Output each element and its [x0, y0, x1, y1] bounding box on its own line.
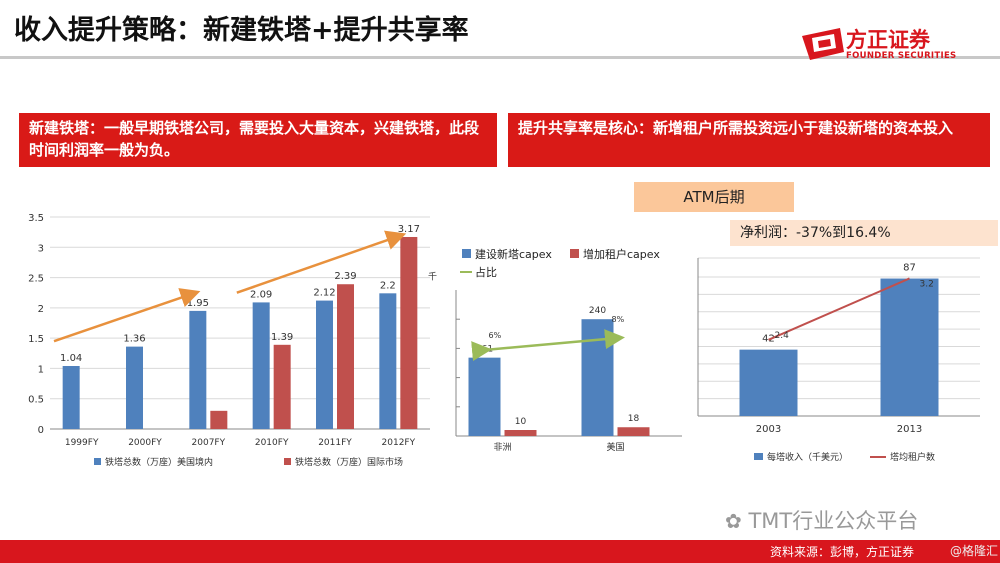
footer-bar [0, 540, 1000, 563]
y-tick-label: 1 [38, 364, 44, 375]
sharing-rate-callout: 提升共享率是核心：新增租户所需投资远小于建设新塔的资本投入 [508, 113, 990, 167]
tower-count-chart: 0 0.5 1 1.5 2 2.5 3 3.5 1999FY 1.04 2000FY 1.36 2007… [28, 213, 437, 468]
legend-label: 建设新塔capex [475, 247, 552, 261]
data-label: 2.39 [334, 271, 356, 282]
legend-swatch [462, 249, 471, 258]
bar [273, 344, 291, 429]
bar [337, 284, 354, 429]
x-tick-label: 2013 [897, 424, 922, 435]
bar [504, 430, 537, 436]
y-tick-label: 0.5 [28, 395, 44, 406]
x-tick-label: 2012FY [382, 438, 416, 448]
data-label: 3.2 [920, 279, 934, 289]
x-tick-label: 2003 [756, 424, 781, 435]
legend-label: 占比 [475, 265, 497, 279]
data-label: 1.95 [187, 298, 209, 309]
data-label: 87 [903, 263, 916, 274]
bar [468, 357, 501, 436]
data-label: 6% [489, 331, 502, 340]
title-divider [0, 56, 1000, 59]
data-label: 3.17 [398, 224, 420, 235]
source-note: 资料来源：彭博，方正证券 [770, 545, 915, 559]
y-tick-label: 3 [38, 243, 44, 254]
unit-label: 千 [428, 272, 437, 283]
data-label: 2.09 [250, 289, 272, 300]
wechat-icon: ✿ [725, 509, 742, 533]
legend-swatch [570, 249, 579, 258]
y-tick-label: 2 [38, 304, 44, 315]
bar [581, 319, 614, 436]
bar [739, 349, 798, 416]
legend-swatch [754, 453, 763, 460]
legend-label: 增加租户capex [583, 247, 660, 261]
corner-watermark: @格隆汇 [950, 544, 999, 558]
y-tick-label: 0 [38, 425, 44, 436]
legend-swatch [284, 458, 291, 465]
bar [379, 293, 397, 429]
x-tick-label: 2011FY [318, 438, 352, 448]
x-tick-label: 2007FY [192, 438, 226, 448]
atm-stage-label: ATM后期 [634, 182, 794, 212]
tenancy-line [768, 277, 910, 341]
bar [210, 410, 228, 429]
watermark-text: TMT行业公众平台 [748, 509, 919, 533]
x-tick-label: 2000FY [128, 438, 162, 448]
bar [880, 278, 939, 416]
legend-swatch [94, 458, 101, 465]
legend-label: 铁塔总数（万座）美国境内 [105, 456, 213, 468]
data-label: 1.39 [271, 332, 293, 343]
y-tick-label: 2.5 [28, 274, 44, 285]
legend-label: 铁塔总数（万座）国际市场 [295, 456, 403, 468]
brand-subtitle: FOUNDER SECURITIES [846, 51, 957, 61]
data-label: 2.2 [380, 280, 396, 291]
bar [617, 427, 650, 436]
new-tower-callout: 新建铁塔：一般早期铁塔公司，需要投入大量资本，兴建铁塔，此段时间利润率一般为负。 [19, 113, 497, 167]
bar [126, 346, 143, 429]
y-tick-label: 3.5 [28, 213, 44, 224]
bar [400, 236, 418, 429]
trend-arrow [53, 288, 201, 343]
founder-logo-icon [802, 28, 844, 60]
data-label: 2.4 [775, 331, 790, 341]
bar [62, 366, 80, 429]
net-profit-label: 净利润：-37%到16.4% [730, 220, 998, 246]
data-label: 8% [612, 315, 625, 324]
data-label: 1.36 [123, 334, 145, 345]
data-label: 240 [589, 306, 606, 316]
data-label: 1.04 [60, 353, 82, 364]
share-line [471, 329, 625, 362]
y-tick-label: 1.5 [28, 334, 44, 345]
data-label: 18 [628, 414, 640, 424]
page-title: 收入提升策略：新建铁塔+提升共享率 [14, 15, 469, 46]
x-tick-label: 2010FY [255, 438, 289, 448]
wechat-watermark: ✿ TMT行业公众平台 [725, 505, 918, 535]
bar [252, 302, 270, 429]
legend-label: 每塔收入（千美元） [767, 451, 848, 463]
data-label: 2.12 [313, 288, 335, 299]
bar [189, 310, 207, 429]
x-tick-label: 非洲 [493, 441, 511, 453]
legend-label: 塔均租户数 [890, 451, 935, 463]
x-tick-label: 1999FY [65, 438, 99, 448]
bar [316, 300, 333, 429]
x-tick-label: 美国 [606, 441, 624, 453]
trend-arrow [236, 230, 407, 294]
brand-name: 方正证券 [846, 28, 930, 52]
data-label: 10 [515, 417, 527, 427]
